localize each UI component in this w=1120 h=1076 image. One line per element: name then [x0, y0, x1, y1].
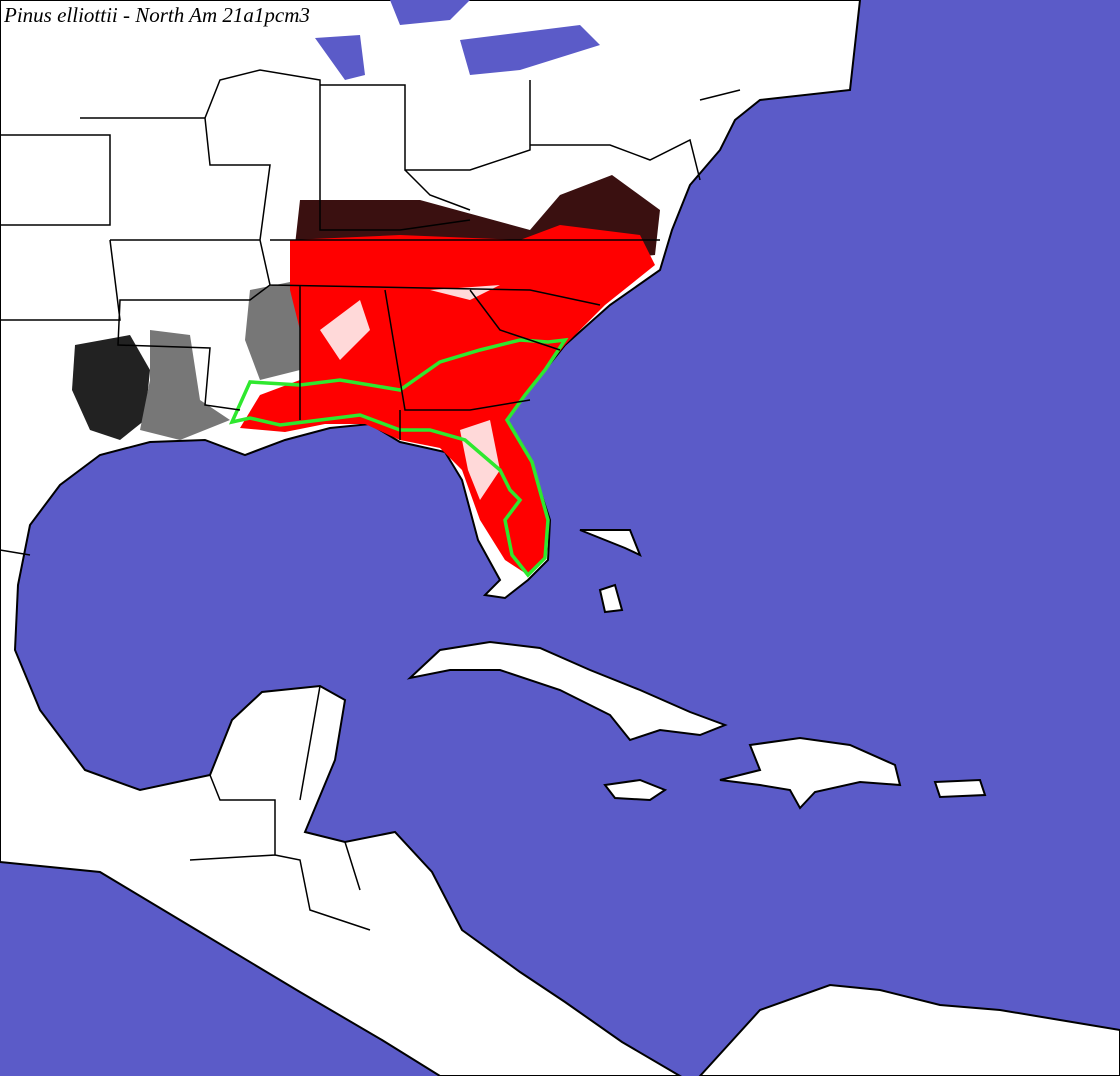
cuba	[406, 640, 728, 742]
map-title: Pinus elliottii - North Am 21a1pcm3	[3, 3, 310, 27]
bahamas	[579, 529, 642, 614]
range-gray	[140, 280, 300, 440]
jamaica	[603, 778, 668, 802]
hispaniola	[719, 736, 902, 810]
range-dark	[72, 335, 150, 440]
lake	[315, 0, 600, 80]
land	[698, 983, 1120, 1076]
native-range	[228, 337, 569, 578]
range-white	[320, 285, 500, 500]
puerto-rico	[933, 778, 987, 799]
borders	[0, 69, 741, 931]
